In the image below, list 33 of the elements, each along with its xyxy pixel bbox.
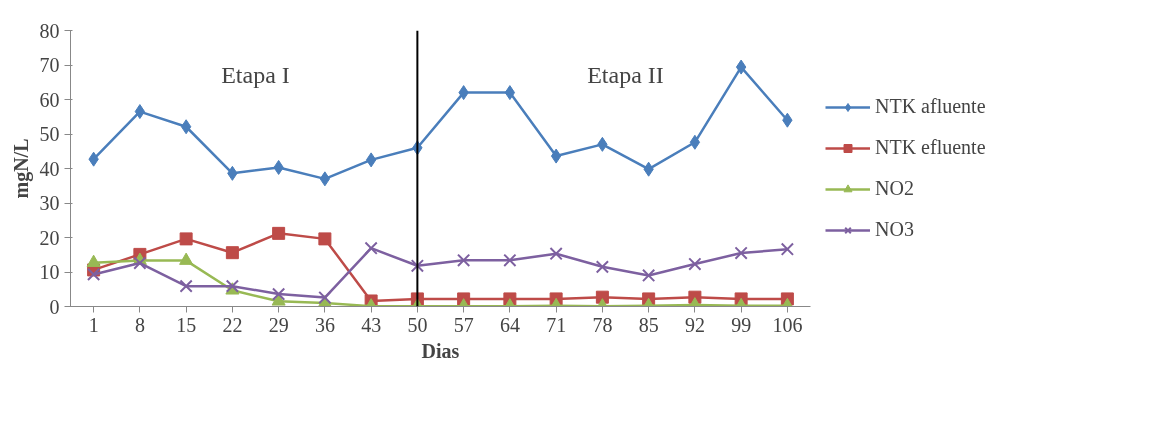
x-tick-label: 29 bbox=[268, 313, 289, 336]
x-tick-label: 78 bbox=[592, 313, 613, 336]
x-tick-label: 99 bbox=[731, 313, 752, 336]
legend-label: NO2 bbox=[875, 177, 914, 200]
x-tick-label: 92 bbox=[684, 313, 705, 336]
y-tick-label: 70 bbox=[39, 54, 60, 76]
x-tick-label: 1 bbox=[88, 313, 99, 336]
x-tick-label: 57 bbox=[453, 313, 474, 336]
y-tick-label: 0 bbox=[49, 295, 60, 318]
x-tick-label: 36 bbox=[314, 313, 335, 336]
x-tick-label: 50 bbox=[407, 313, 428, 336]
x-tick-label: 64 bbox=[499, 313, 520, 336]
annotation: Etapa I bbox=[221, 62, 290, 89]
y-axis-title: mgN/L bbox=[9, 138, 33, 199]
legend-label: NTK efluente bbox=[875, 136, 986, 159]
y-tick-label: 50 bbox=[39, 123, 60, 145]
y-tick-label: 40 bbox=[39, 157, 60, 180]
x-tick-label: 106 bbox=[772, 313, 803, 336]
x-tick-label: 22 bbox=[222, 313, 243, 336]
y-tick-label: 60 bbox=[39, 88, 60, 111]
x-tick-label: 15 bbox=[176, 313, 197, 336]
y-tick-label: 20 bbox=[39, 226, 60, 249]
x-tick-label: 71 bbox=[546, 313, 567, 336]
y-tick-label: 10 bbox=[39, 261, 60, 283]
x-tick-label: 43 bbox=[361, 313, 382, 336]
legend-label: NTK afluente bbox=[875, 95, 986, 118]
x-tick-label: 8 bbox=[134, 313, 145, 336]
annotation: Etapa II bbox=[587, 62, 664, 89]
x-tick-label: 85 bbox=[638, 313, 659, 336]
y-tick-label: 30 bbox=[39, 192, 60, 214]
y-tick-label: 80 bbox=[39, 19, 60, 42]
legend-label: NO3 bbox=[875, 218, 914, 241]
x-axis-title: Dias bbox=[421, 339, 460, 362]
